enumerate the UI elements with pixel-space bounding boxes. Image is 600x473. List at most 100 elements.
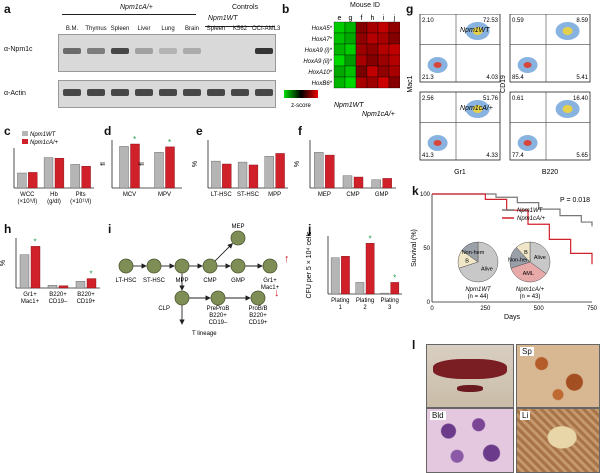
bar-wt [47, 285, 58, 289]
survival-legend-label: Npm1cA/+ [517, 216, 546, 222]
lineage-node [174, 258, 190, 274]
lineage-node-label: CD19– [209, 320, 228, 326]
blot-band-npm1c [63, 48, 81, 54]
histology-sp: Sp [516, 344, 600, 408]
panel-j-letter: j [308, 222, 312, 236]
flow-quadrant-bl: 21.3 [422, 75, 434, 81]
heatmap-cell [366, 65, 379, 78]
flow-quadrant-bl: 77.4 [512, 153, 524, 159]
heatmap-cell [377, 21, 390, 34]
flow-left-xlabel: Gr1 [454, 169, 466, 176]
survival-xtick: 500 [534, 306, 545, 312]
flow-quadrant-bl: 41.3 [422, 153, 434, 159]
chart-ylabel: % [294, 161, 301, 167]
flow-population-core [433, 140, 442, 146]
panel-e-letter: e [196, 124, 203, 138]
heatmap-title: Mouse ID [350, 2, 380, 9]
heatmap-cell [377, 54, 390, 67]
bar-mut [365, 243, 375, 295]
spleen-photo [426, 344, 514, 408]
heatmap-row-label: HoxA9 (i)* [305, 48, 333, 54]
chart-category-label: Plating [380, 298, 398, 304]
flow-quadrant-bl: 85.4 [512, 75, 524, 81]
bar-mut [222, 163, 232, 189]
chart-category-label: Plts [76, 192, 86, 198]
survival-ytick: 50 [423, 246, 430, 252]
flow-quadrant-tl: 2.10 [422, 18, 434, 24]
lineage-node-label: MPP [175, 278, 188, 284]
pie-slice [458, 241, 499, 283]
lineage-node [118, 258, 134, 274]
significance-star: * [393, 273, 396, 282]
chart-category-label: LT-HSC [211, 192, 233, 198]
bar-wt [43, 157, 54, 189]
pie-slice-label: Non-hem [462, 250, 485, 256]
flow-population-core [562, 27, 573, 35]
survival-chart: 0 250 500 750 0 50 100 Days Survival (%) P = 0.01… [411, 192, 598, 321]
flow-cytometry: 2.10 72.53 21.3 4.03 Npm1WT 0.59 8.59 85.4 5.41 2… [407, 14, 591, 176]
histology-bld: Bld [426, 408, 514, 473]
pie-slice-label: B [465, 258, 469, 264]
heatmap-cell [366, 76, 379, 89]
flow-right-xlabel: B220 [542, 169, 558, 176]
increase-arrow: ↑ [284, 253, 290, 265]
pie-name: Npm1WT [465, 287, 492, 293]
pie-n: (n = 44) [468, 294, 489, 300]
chart-ylabel: fl [139, 162, 146, 166]
bar-wt [371, 179, 381, 189]
flow-population-core [472, 27, 483, 35]
heatmap-cell [388, 76, 400, 89]
chart-category-label: Gr1+ [23, 292, 37, 298]
flow-plot-label: Npm1WT [460, 27, 490, 34]
lineage-node-label: T lineage [192, 331, 217, 337]
chart-category-label: WCC [20, 192, 35, 198]
flow-plot-frame [509, 14, 591, 83]
flow-quadrant-tr: 72.53 [483, 18, 499, 24]
blot-controls-line [205, 26, 275, 27]
blot-lane-label: Spleen [110, 26, 130, 32]
lineage-node-label: ST-HSC [143, 278, 166, 284]
blot-band-npm1c [135, 48, 153, 54]
bar-mut [390, 282, 400, 295]
bar-wt [75, 281, 86, 289]
lineage-node-label: CD19+ [249, 320, 268, 326]
survival-xtick: 0 [430, 306, 434, 312]
heatmap: e g f h i j HoxA5* HoxA7* HoxA9 (i)* HoxA9 (ii)* H… [284, 15, 400, 118]
chart-e: % LT-HSC ST-HSC MPP [192, 140, 288, 198]
significance-star: * [368, 234, 371, 243]
photo-label-sp: Sp [520, 347, 534, 356]
panel-i-letter: i [108, 222, 112, 236]
flow-population-core [523, 140, 532, 146]
flow-population-core [523, 62, 532, 68]
flow-quadrant-tl: 0.61 [512, 96, 524, 102]
lineage-node-label: GMP [231, 278, 245, 284]
heatmap-group-wt: Npm1WT [334, 102, 364, 109]
bar-mut [30, 246, 41, 289]
panel-f-letter: f [298, 124, 302, 138]
bar-wt [211, 160, 221, 189]
chart-category-label: 3 [388, 305, 392, 311]
heatmap-cell [344, 65, 357, 78]
chart-category-label: 2 [363, 305, 367, 311]
bar-mut [86, 278, 97, 289]
chart-ylabel: % [0, 260, 7, 266]
survival-xlabel: Days [504, 314, 520, 321]
bar-mut [130, 143, 140, 189]
flow-plot-frame [419, 91, 501, 161]
chart-f: % MEP CMP GMP [294, 140, 396, 198]
bar-wt [314, 152, 324, 189]
flow-plot-frame [419, 14, 501, 83]
pie-n: (n = 43) [520, 294, 541, 300]
heatmap-cell [366, 54, 379, 67]
blot-band-npm1c [255, 48, 273, 54]
heatmap-row-label: HoxA5* [312, 26, 333, 32]
heatmap-col-label: f [361, 15, 363, 22]
blot-band-actin [231, 89, 249, 96]
heatmap-cell [333, 21, 346, 34]
blot-band-actin [135, 89, 153, 96]
panel-h-letter: h [4, 222, 12, 236]
pie-slice-label: Alive [481, 266, 493, 272]
survival-xtick: 750 [587, 306, 598, 312]
flow-quadrant-br: 5.41 [576, 75, 588, 81]
survival-ylabel: Survival (%) [411, 229, 418, 267]
